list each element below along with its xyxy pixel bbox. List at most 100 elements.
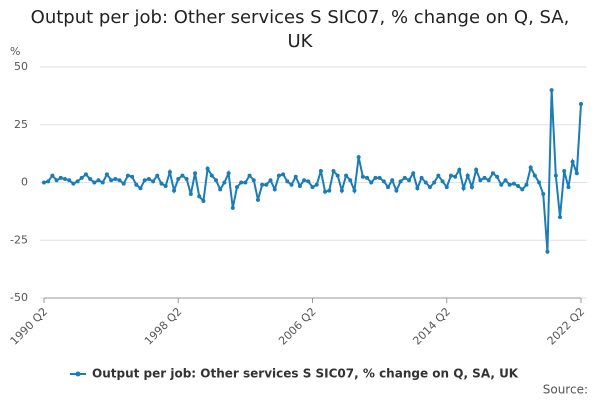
data-point [151,179,156,184]
data-point [562,168,567,173]
data-point [558,215,563,220]
data-point [184,177,189,182]
data-point [419,175,424,180]
data-point [62,177,67,182]
data-point [134,182,139,187]
data-point [113,177,118,182]
data-point [42,180,46,185]
data-point [448,173,453,178]
data-point [218,187,223,192]
data-point [478,178,483,183]
data-point [251,178,256,183]
y-tick-label: -50 [10,291,28,304]
data-point [499,182,504,187]
data-point [394,188,399,193]
data-point [234,185,239,190]
y-tick-label: 50 [14,60,28,73]
legend-label: Output per job: Other services S SIC07, … [92,367,519,381]
data-point [318,168,323,173]
data-point [88,177,93,182]
data-point [159,181,164,186]
data-point [83,172,88,177]
data-point [495,174,500,179]
data-point [281,172,286,177]
data-point [457,167,462,172]
data-point [373,175,378,180]
data-point [67,178,72,183]
data-point [121,181,126,186]
data-point [381,179,386,184]
data-point [390,178,395,183]
data-point [125,173,130,178]
x-tick-label: 1998 Q2 [142,305,185,348]
data-point [356,155,361,160]
data-point [465,173,470,178]
data-point [507,182,512,187]
data-point [79,175,84,180]
x-tick-label: 2022 Q2 [545,305,588,348]
data-point [205,166,210,171]
data-point [176,177,181,182]
data-point [432,180,437,185]
data-point [549,88,554,93]
data-point [528,165,533,170]
data-point [516,183,521,188]
data-point [264,182,269,187]
data-point [545,249,550,254]
series-line [43,90,582,252]
data-point [453,174,458,179]
data-point [415,186,420,191]
chart-title: Output per job: Other services S SIC07, … [30,7,570,52]
data-point [71,181,76,186]
data-point [335,173,340,178]
data-point [310,185,315,190]
data-point [285,179,290,184]
data-point [222,180,227,185]
data-point [541,192,546,197]
data-point [197,194,202,199]
data-point [268,178,273,183]
data-point [369,180,374,185]
y-axis-label: % [10,45,20,58]
data-point [167,170,172,175]
data-point [520,187,525,192]
data-point [482,175,487,180]
data-point [180,173,185,178]
data-point [155,173,160,178]
data-point [58,175,63,180]
data-point [423,180,428,185]
data-point [474,167,479,172]
data-point [411,171,416,176]
data-point [293,174,298,179]
data-point [486,178,491,183]
data-point [306,179,311,184]
data-point [201,198,206,203]
data-point [344,173,349,178]
data-point [50,173,55,178]
y-tick-label: 25 [14,118,28,131]
data-point [247,173,252,178]
data-point [348,178,353,183]
data-point [104,172,109,177]
data-point [92,180,97,185]
data-point [503,178,508,183]
data-point [75,179,80,184]
data-point [427,185,432,190]
data-point [553,173,558,178]
data-point [260,182,265,187]
data-point [406,178,411,183]
legend-marker [75,371,81,377]
data-point [360,174,365,179]
data-point [440,179,445,184]
data-point [386,185,391,190]
data-point [352,188,357,193]
data-point [570,159,575,164]
data-point [255,197,260,202]
data-point [323,189,328,194]
data-point [138,186,143,191]
data-point [214,178,219,183]
data-point [532,173,537,178]
data-point [574,171,579,176]
y-tick-label: 0 [21,176,28,189]
